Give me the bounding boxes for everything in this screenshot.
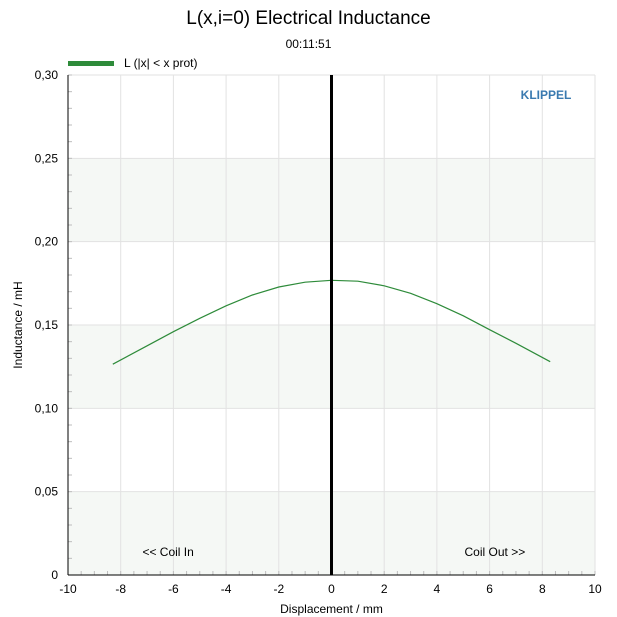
y-tick-label: 0,15 xyxy=(35,318,59,332)
chart-title: L(x,i=0) Electrical Inductance xyxy=(186,8,431,29)
x-tick-label: 6 xyxy=(486,582,493,596)
y-tick-labels: 0 0,05 0,10 0,15 0,20 0,25 0,30 xyxy=(35,68,59,582)
legend-label: L (|x| < x prot) xyxy=(124,56,198,70)
x-tick-label: -2 xyxy=(273,582,284,596)
x-tick-labels: -10 -8 -6 -4 -2 0 2 4 6 8 10 xyxy=(59,582,602,596)
y-tick-label: 0 xyxy=(51,568,58,582)
legend: L (|x| < x prot) xyxy=(68,55,197,71)
y-axis-label: Inductance / mH xyxy=(11,281,25,368)
chart-subtitle: 00:11:51 xyxy=(285,37,332,51)
x-tick-label: -10 xyxy=(59,582,77,596)
y-tick-label: 0,10 xyxy=(35,401,59,415)
x-tick-label: 2 xyxy=(381,582,388,596)
x-tick-label: -6 xyxy=(168,582,179,596)
y-tick-label: 0,20 xyxy=(35,235,59,249)
y-tick-label: 0,30 xyxy=(35,68,59,82)
x-tick-label: -4 xyxy=(221,582,232,596)
y-tick-label: 0,25 xyxy=(35,151,59,165)
legend-swatch xyxy=(68,60,114,66)
x-axis-label: Displacement / mm xyxy=(280,602,383,616)
coil-in-annotation: << Coil In xyxy=(142,545,193,559)
minor-ticks xyxy=(67,74,596,576)
klippel-logo: KLIPPEL xyxy=(521,88,572,102)
x-tick-label: 4 xyxy=(434,582,441,596)
x-tick-label: 0 xyxy=(328,582,335,596)
y-tick-label: 0,05 xyxy=(35,485,59,499)
x-tick-label: 8 xyxy=(539,582,546,596)
coil-out-annotation: Coil Out >> xyxy=(465,545,526,559)
x-tick-label: 10 xyxy=(588,582,602,596)
x-tick-label: -8 xyxy=(115,582,126,596)
